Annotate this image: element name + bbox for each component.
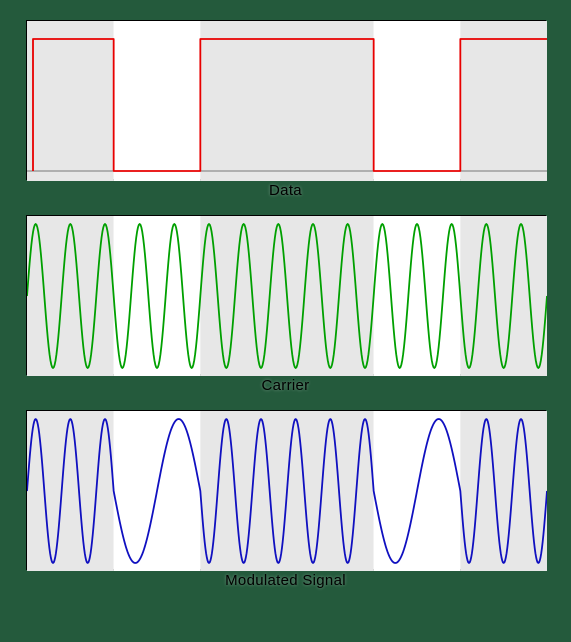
caption-carrier: Carrier bbox=[262, 377, 310, 394]
panel-carrier bbox=[26, 215, 546, 375]
modulated-svg bbox=[27, 411, 547, 571]
panel-data bbox=[26, 20, 546, 180]
data-svg bbox=[27, 21, 547, 181]
caption-modulated: Modulated Signal bbox=[225, 572, 346, 589]
panel-modulated bbox=[26, 410, 546, 570]
carrier-svg bbox=[27, 216, 547, 376]
caption-data: Data bbox=[269, 182, 302, 199]
